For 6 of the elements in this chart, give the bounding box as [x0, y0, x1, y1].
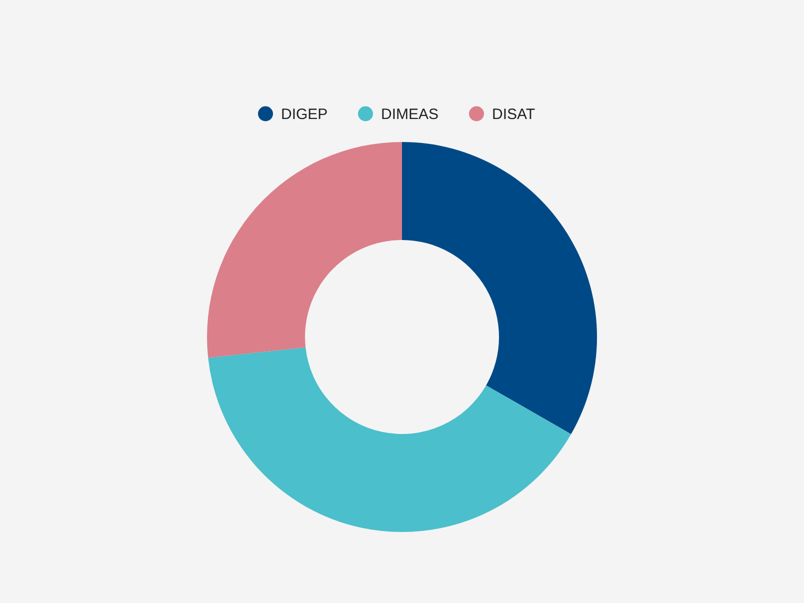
- legend-label: DIGEP: [281, 106, 328, 123]
- donut-slice: [207, 142, 402, 358]
- legend-label: DISAT: [492, 106, 536, 123]
- donut-slice: [402, 142, 597, 434]
- legend-label: DIMEAS: [381, 106, 439, 123]
- donut-slice: [208, 347, 572, 532]
